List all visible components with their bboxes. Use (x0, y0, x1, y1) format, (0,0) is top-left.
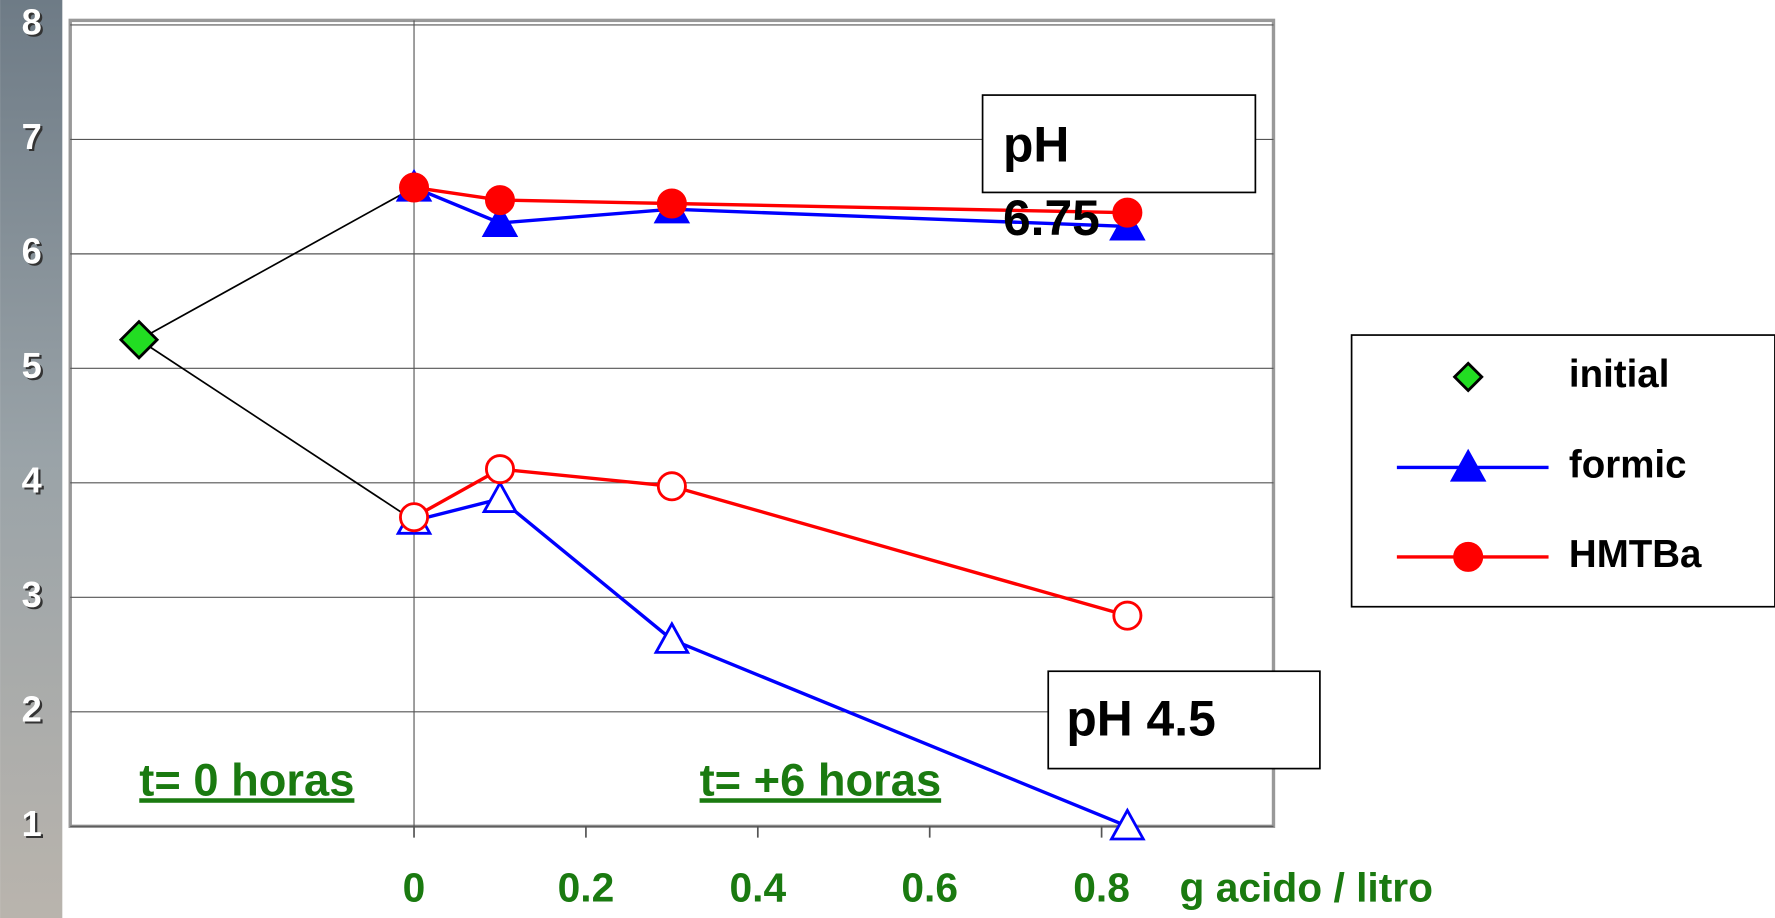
marker (399, 172, 430, 203)
x-tick-label: 0.8 (1073, 865, 1130, 911)
marker (1452, 361, 1484, 393)
y-tick-label: 7 (22, 116, 42, 157)
marker (484, 185, 515, 216)
marker (481, 480, 519, 513)
legend-label: formic (1569, 444, 1687, 487)
y-tick-label-shadow: 7 (24, 118, 44, 159)
marker (1449, 448, 1487, 482)
annotation: t= 0 horas (139, 754, 354, 805)
annotation-box (1047, 670, 1321, 770)
x-tick-label: 0 (403, 865, 426, 911)
y-tick-label-shadow: 8 (24, 4, 44, 45)
legend-label: HMTBa (1569, 533, 1702, 576)
y-tick-label: 1 (22, 803, 42, 844)
marker (484, 454, 515, 485)
y-tick-label: 2 (22, 688, 42, 729)
marker (1109, 807, 1146, 841)
legend-label: initial (1569, 353, 1669, 396)
series-line (413, 497, 1129, 828)
y-tick-label: 4 (22, 459, 42, 500)
y-tick-label: 8 (22, 1, 42, 42)
annotation: pH (1003, 116, 1069, 172)
series-line (413, 467, 1128, 618)
x-tick-label: 0.4 (729, 865, 786, 911)
marker (656, 188, 687, 219)
marks (118, 168, 1146, 841)
marker (399, 502, 430, 533)
y-tick-label-shadow: 1 (24, 805, 44, 846)
y-tick-label: 5 (22, 345, 42, 386)
marker (1112, 197, 1143, 228)
marker (1453, 541, 1484, 572)
x-tick-label: 0.6 (901, 865, 958, 911)
marker (118, 319, 160, 360)
x-tick-label: 0.2 (558, 865, 615, 911)
annotation: pH 4.5 (1066, 690, 1215, 746)
y-tick-label-shadow: 5 (24, 347, 44, 388)
y-tick-label: 6 (22, 230, 42, 271)
annotation: 6.75 (1003, 190, 1100, 246)
grid (70, 20, 1274, 838)
y-tick-label: 3 (22, 574, 42, 615)
marker (481, 204, 519, 238)
y-tick-label-shadow: 3 (24, 576, 44, 617)
annotation-box (981, 94, 1257, 194)
legend (1350, 334, 1775, 608)
x-axis-label: g acido / litro (1180, 865, 1433, 911)
y-tick-label-shadow: 4 (24, 462, 44, 503)
connector (138, 186, 415, 341)
connector (138, 339, 415, 522)
photo-strip (0, 0, 63, 918)
y-tick-label-shadow: 6 (24, 233, 44, 274)
series-line (413, 185, 1128, 229)
series-line (413, 185, 1128, 215)
marker (1112, 600, 1143, 631)
marker (656, 471, 687, 502)
marker (653, 620, 691, 654)
annotation: t= +6 horas (700, 754, 942, 805)
y-tick-label-shadow: 2 (24, 691, 44, 732)
